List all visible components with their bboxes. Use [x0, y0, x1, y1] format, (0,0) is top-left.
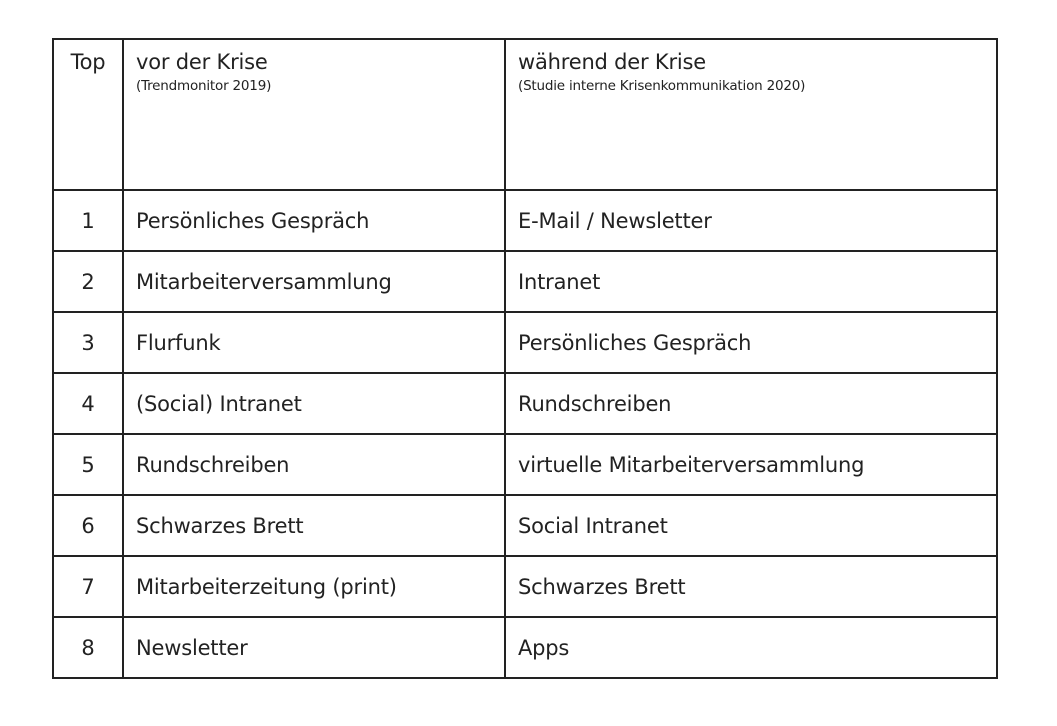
before-cell: Schwarzes Brett: [122, 494, 506, 557]
before-cell: Mitarbeiterversammlung: [122, 250, 506, 313]
table-row: 4 (Social) Intranet Rundschreiben: [52, 372, 998, 435]
header-during-source: (Studie interne Krisenkommunikation 2020…: [518, 78, 806, 94]
table-row: 5 Rundschreiben virtuelle Mitarbeiterversa…: [52, 433, 998, 496]
during-cell: Persönliches Gespräch: [504, 311, 998, 374]
ranking-table: Top vor der Krise (Trendmonitor 2019) wä…: [52, 38, 998, 679]
rank-cell: 5: [52, 433, 124, 496]
before-cell: Mitarbeiterzeitung (print): [122, 555, 506, 618]
table-row: 1 Persönliches Gespräch E-Mail / Newslette…: [52, 189, 998, 252]
header-before-source: (Trendmonitor 2019): [136, 78, 272, 94]
during-cell: Social Intranet: [504, 494, 998, 557]
rank-cell: 2: [52, 250, 124, 313]
before-cell: Persönliches Gespräch: [122, 189, 506, 252]
header-before-title: vor der Krise: [136, 50, 268, 74]
table-row: 3 Flurfunk Persönliches Gespräch: [52, 311, 998, 374]
table-row: 6 Schwarzes Brett Social Intranet: [52, 494, 998, 557]
before-cell: (Social) Intranet: [122, 372, 506, 435]
during-cell: Rundschreiben: [504, 372, 998, 435]
header-during: während der Krise (Studie interne Krisen…: [504, 38, 998, 191]
rank-cell: 7: [52, 555, 124, 618]
header-during-title: während der Krise: [518, 50, 707, 74]
during-cell: E-Mail / Newsletter: [504, 189, 998, 252]
table-row: 7 Mitarbeiterzeitung (print) Schwarzes Bre…: [52, 555, 998, 618]
rank-cell: 3: [52, 311, 124, 374]
rank-cell: 6: [52, 494, 124, 557]
rank-cell: 8: [52, 616, 124, 679]
before-cell: Rundschreiben: [122, 433, 506, 496]
during-cell: Apps: [504, 616, 998, 679]
during-cell: Schwarzes Brett: [504, 555, 998, 618]
rank-cell: 4: [52, 372, 124, 435]
rank-cell: 1: [52, 189, 124, 252]
table-row: 8 Newsletter Apps: [52, 616, 998, 679]
before-cell: Flurfunk: [122, 311, 506, 374]
during-cell: virtuelle Mitarbeiterversammlung: [504, 433, 998, 496]
header-rank: Top: [52, 38, 124, 191]
before-cell: Newsletter: [122, 616, 506, 679]
table-header-row: Top vor der Krise (Trendmonitor 2019) wä…: [52, 38, 998, 191]
header-before: vor der Krise (Trendmonitor 2019): [122, 38, 506, 191]
table-row: 2 Mitarbeiterversammlung Intranet: [52, 250, 998, 313]
during-cell: Intranet: [504, 250, 998, 313]
